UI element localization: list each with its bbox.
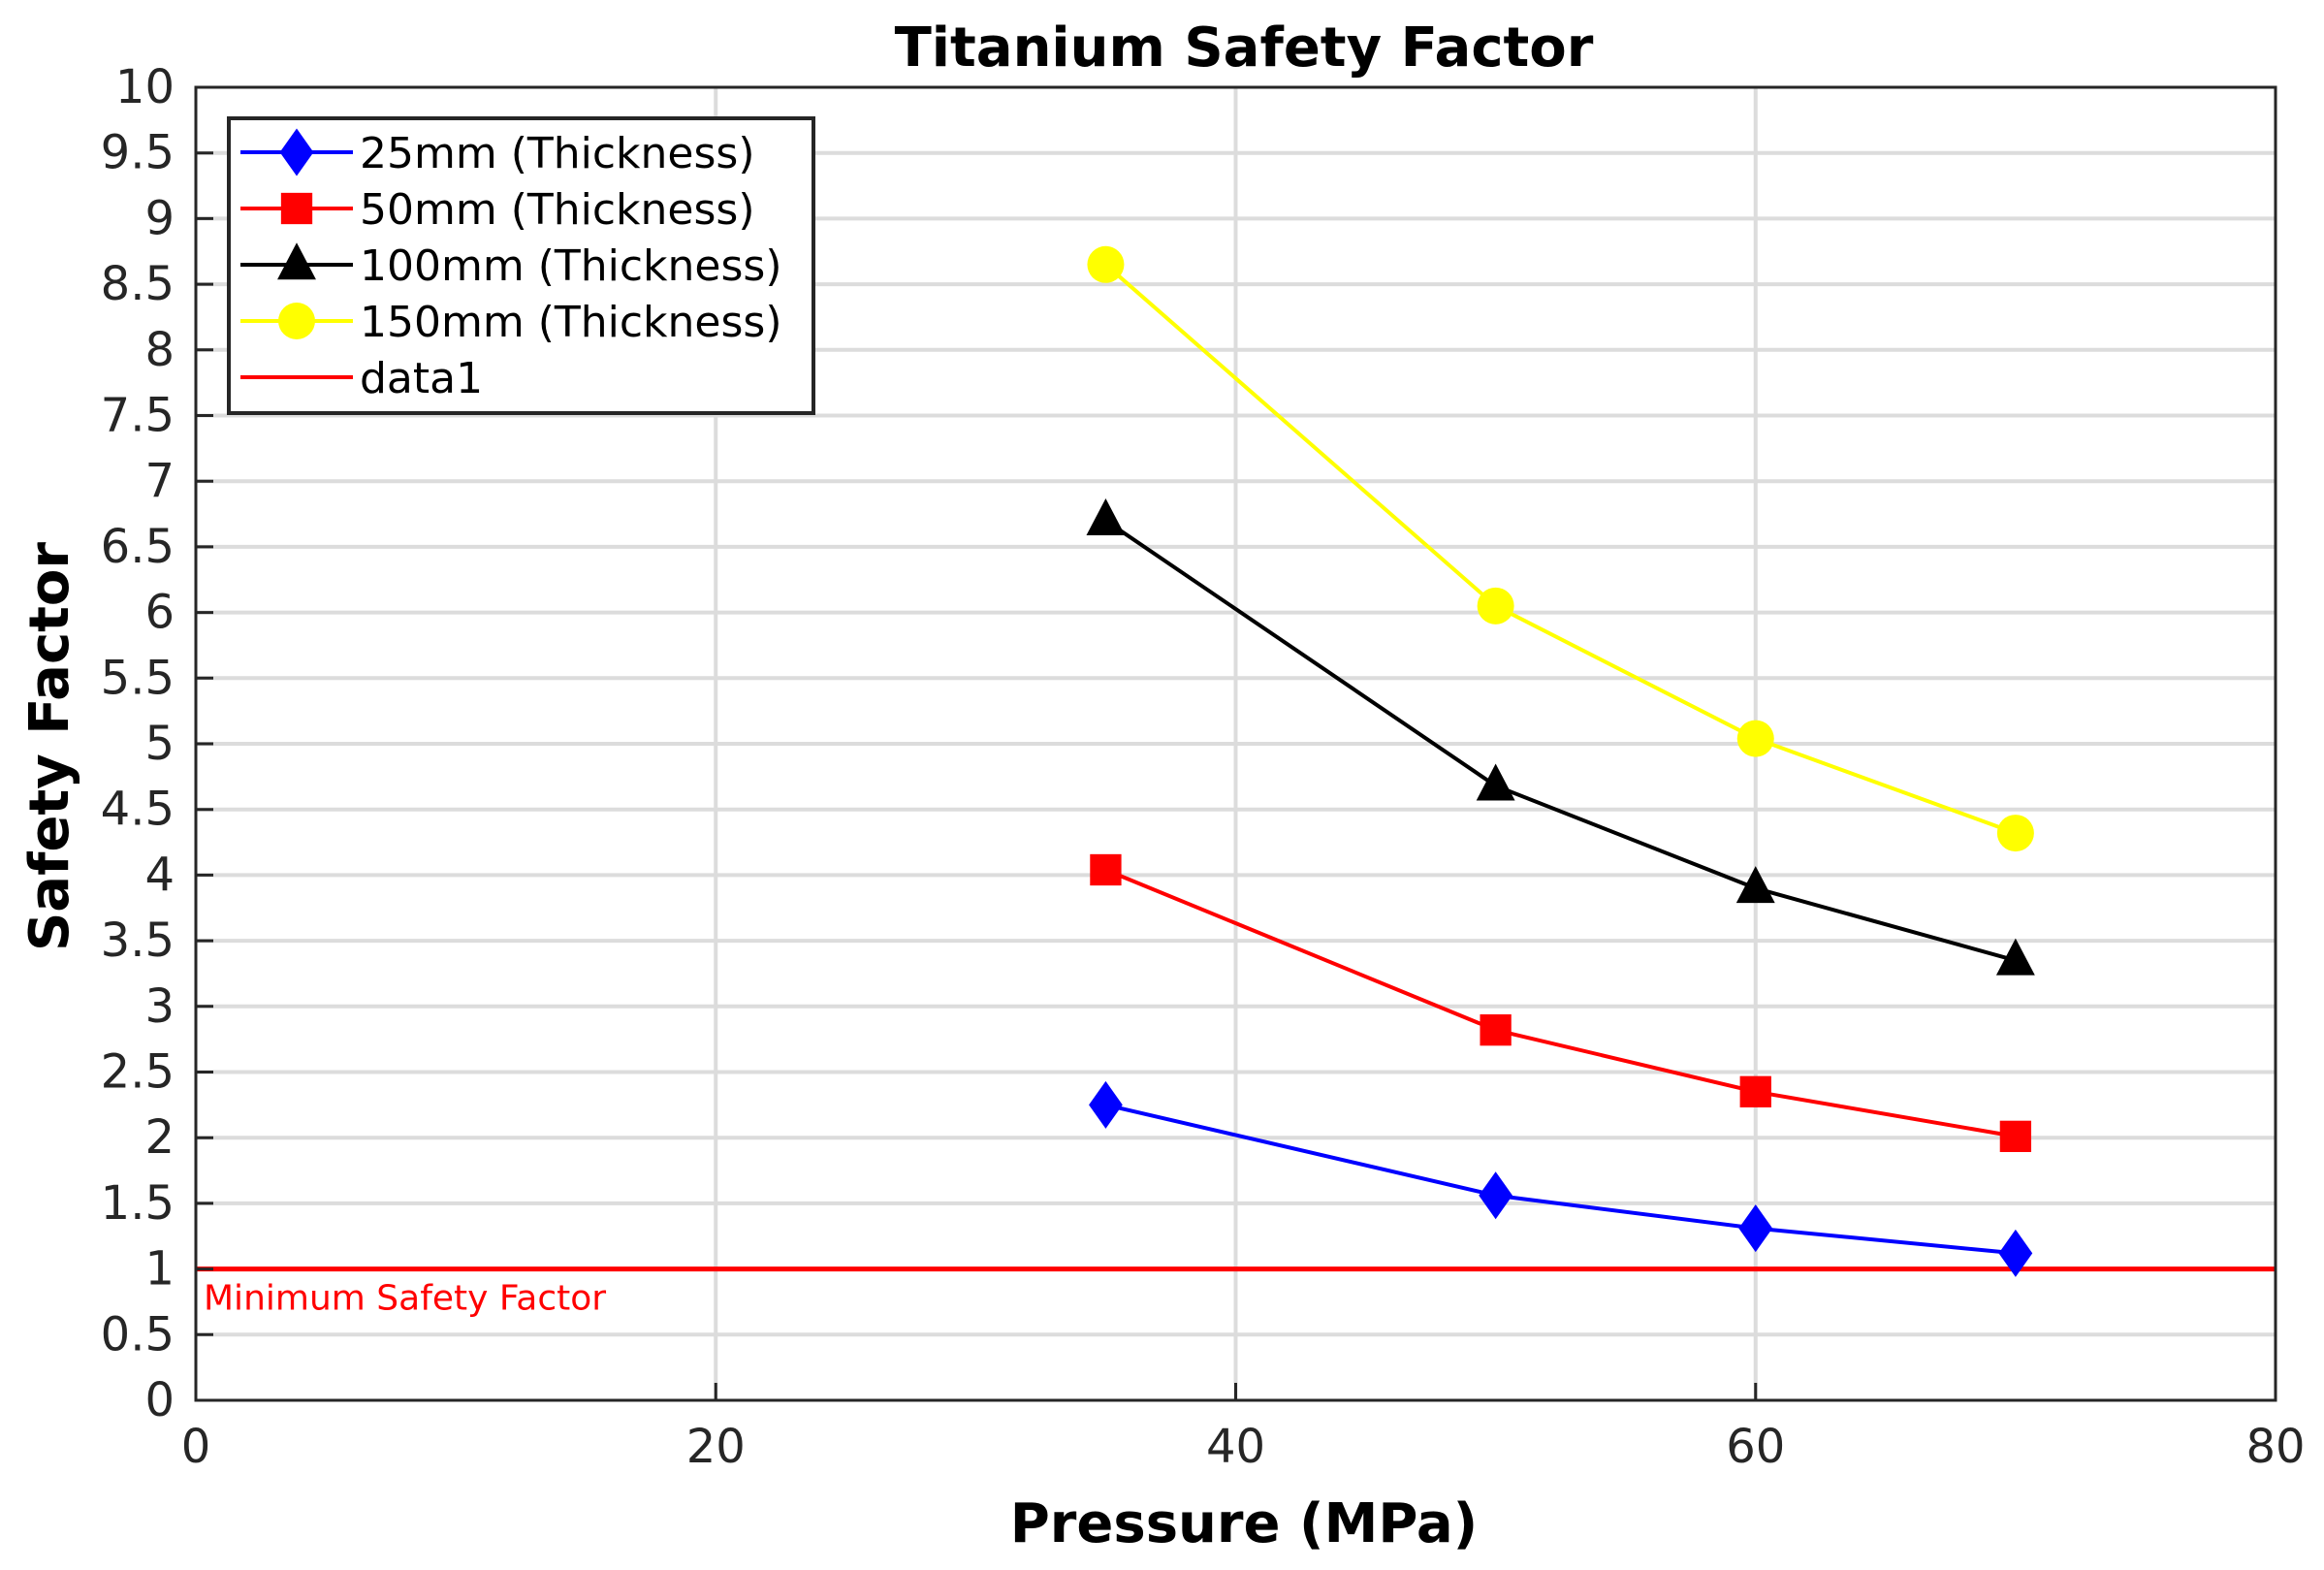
- tick-labels: 0 20 40 60 80 0 0.5 1 1.5 2 2.5 3 3.5 4 4.5 5 5.5 6 6.5 7 7.…: [101, 60, 2306, 1474]
- legend-label-1: 50mm (Thickness): [360, 185, 755, 235]
- legend-marker-0: [279, 128, 314, 176]
- data-point-1-1: [1480, 1014, 1512, 1046]
- data-point-2-2: [1735, 866, 1775, 904]
- y-tick-label: 0.5: [101, 1307, 175, 1362]
- x-tick-label: 80: [2245, 1420, 2305, 1474]
- chart-title: Titanium Safety Factor: [895, 16, 1594, 80]
- legend-entry-1: 50mm (Thickness): [240, 185, 755, 235]
- legend-label-4: data1: [360, 354, 483, 403]
- x-axis-label: Pressure (MPa): [1010, 1492, 1479, 1555]
- y-tick-label: 8: [144, 323, 175, 377]
- y-tick-label: 4: [144, 848, 175, 902]
- legend-entry-4: data1: [240, 354, 483, 403]
- y-tick-label: 3: [144, 979, 175, 1034]
- y-tick-label: 1.5: [101, 1176, 175, 1231]
- data-point-3-3: [1996, 815, 2034, 852]
- x-tick-label: 0: [181, 1420, 211, 1474]
- data-point-3-1: [1477, 587, 1514, 625]
- y-tick-label: 1: [144, 1242, 175, 1297]
- axes-layer: [194, 85, 2277, 1402]
- y-tick-label: 9: [144, 191, 175, 245]
- data-point-3-0: [1087, 245, 1125, 283]
- series-layer: [1086, 245, 2035, 1277]
- x-tick-label: 20: [686, 1420, 746, 1474]
- data-point-0-1: [1479, 1171, 1513, 1220]
- legend: 25mm (Thickness) 50mm (Thickness) 100mm (T…: [227, 116, 815, 415]
- y-tick-label: 6: [144, 586, 175, 640]
- y-tick-label: 7.5: [101, 389, 175, 443]
- series-3: [1087, 245, 2034, 852]
- data-point-1-3: [1999, 1120, 2032, 1152]
- y-tick-label: 2.5: [101, 1045, 175, 1100]
- data-point-2-3: [1995, 938, 2035, 976]
- data-point-3-2: [1736, 720, 1774, 757]
- data-point-0-0: [1089, 1080, 1123, 1129]
- series-2: [1086, 498, 2035, 976]
- y-tick-label: 4.5: [101, 783, 175, 837]
- series-0: [1089, 1080, 2033, 1277]
- x-tick-label: 60: [1726, 1420, 1785, 1474]
- legend-entry-3: 150mm (Thickness): [240, 298, 782, 347]
- data-point-1-0: [1090, 853, 1122, 886]
- y-tick-label: 9.5: [101, 126, 175, 180]
- x-tick-label: 40: [1206, 1420, 1265, 1474]
- legend-label-2: 100mm (Thickness): [360, 241, 782, 291]
- y-tick-label: 6.5: [101, 520, 175, 574]
- y-tick-label: 0: [144, 1373, 175, 1427]
- y-tick-label: 8.5: [101, 257, 175, 311]
- series-1: [1090, 853, 2032, 1152]
- y-tick-label: 2: [144, 1110, 175, 1165]
- y-tick-label: 3.5: [101, 913, 175, 968]
- data-point-0-2: [1738, 1204, 1773, 1253]
- legend-entry-0: 25mm (Thickness): [240, 128, 755, 178]
- series-line-2: [1104, 519, 2017, 963]
- legend-marker-3: [278, 303, 315, 339]
- data-point-2-1: [1476, 763, 1515, 801]
- legend-label-0: 25mm (Thickness): [360, 129, 755, 178]
- y-tick-label: 5.5: [101, 651, 175, 705]
- data-point-1-2: [1739, 1075, 1771, 1107]
- legend-entry-2: 100mm (Thickness): [240, 241, 782, 291]
- y-tick-label: 7: [144, 454, 175, 508]
- y-tick-label: 5: [144, 717, 175, 771]
- data-point-2-0: [1086, 498, 1126, 536]
- legend-marker-1: [280, 192, 313, 225]
- y-tick-label: 10: [115, 60, 175, 114]
- series-line-3: [1104, 263, 2017, 835]
- series-line-1: [1104, 868, 2017, 1138]
- legend-marker-2: [277, 242, 316, 280]
- legend-label-3: 150mm (Thickness): [360, 298, 782, 347]
- series-line-0: [1104, 1103, 2017, 1256]
- y-axis-label: Safety Factor: [18, 542, 81, 951]
- data-point-0-3: [1998, 1229, 2033, 1277]
- minimum-safety-factor-annotation: Minimum Safety Factor: [204, 1279, 606, 1319]
